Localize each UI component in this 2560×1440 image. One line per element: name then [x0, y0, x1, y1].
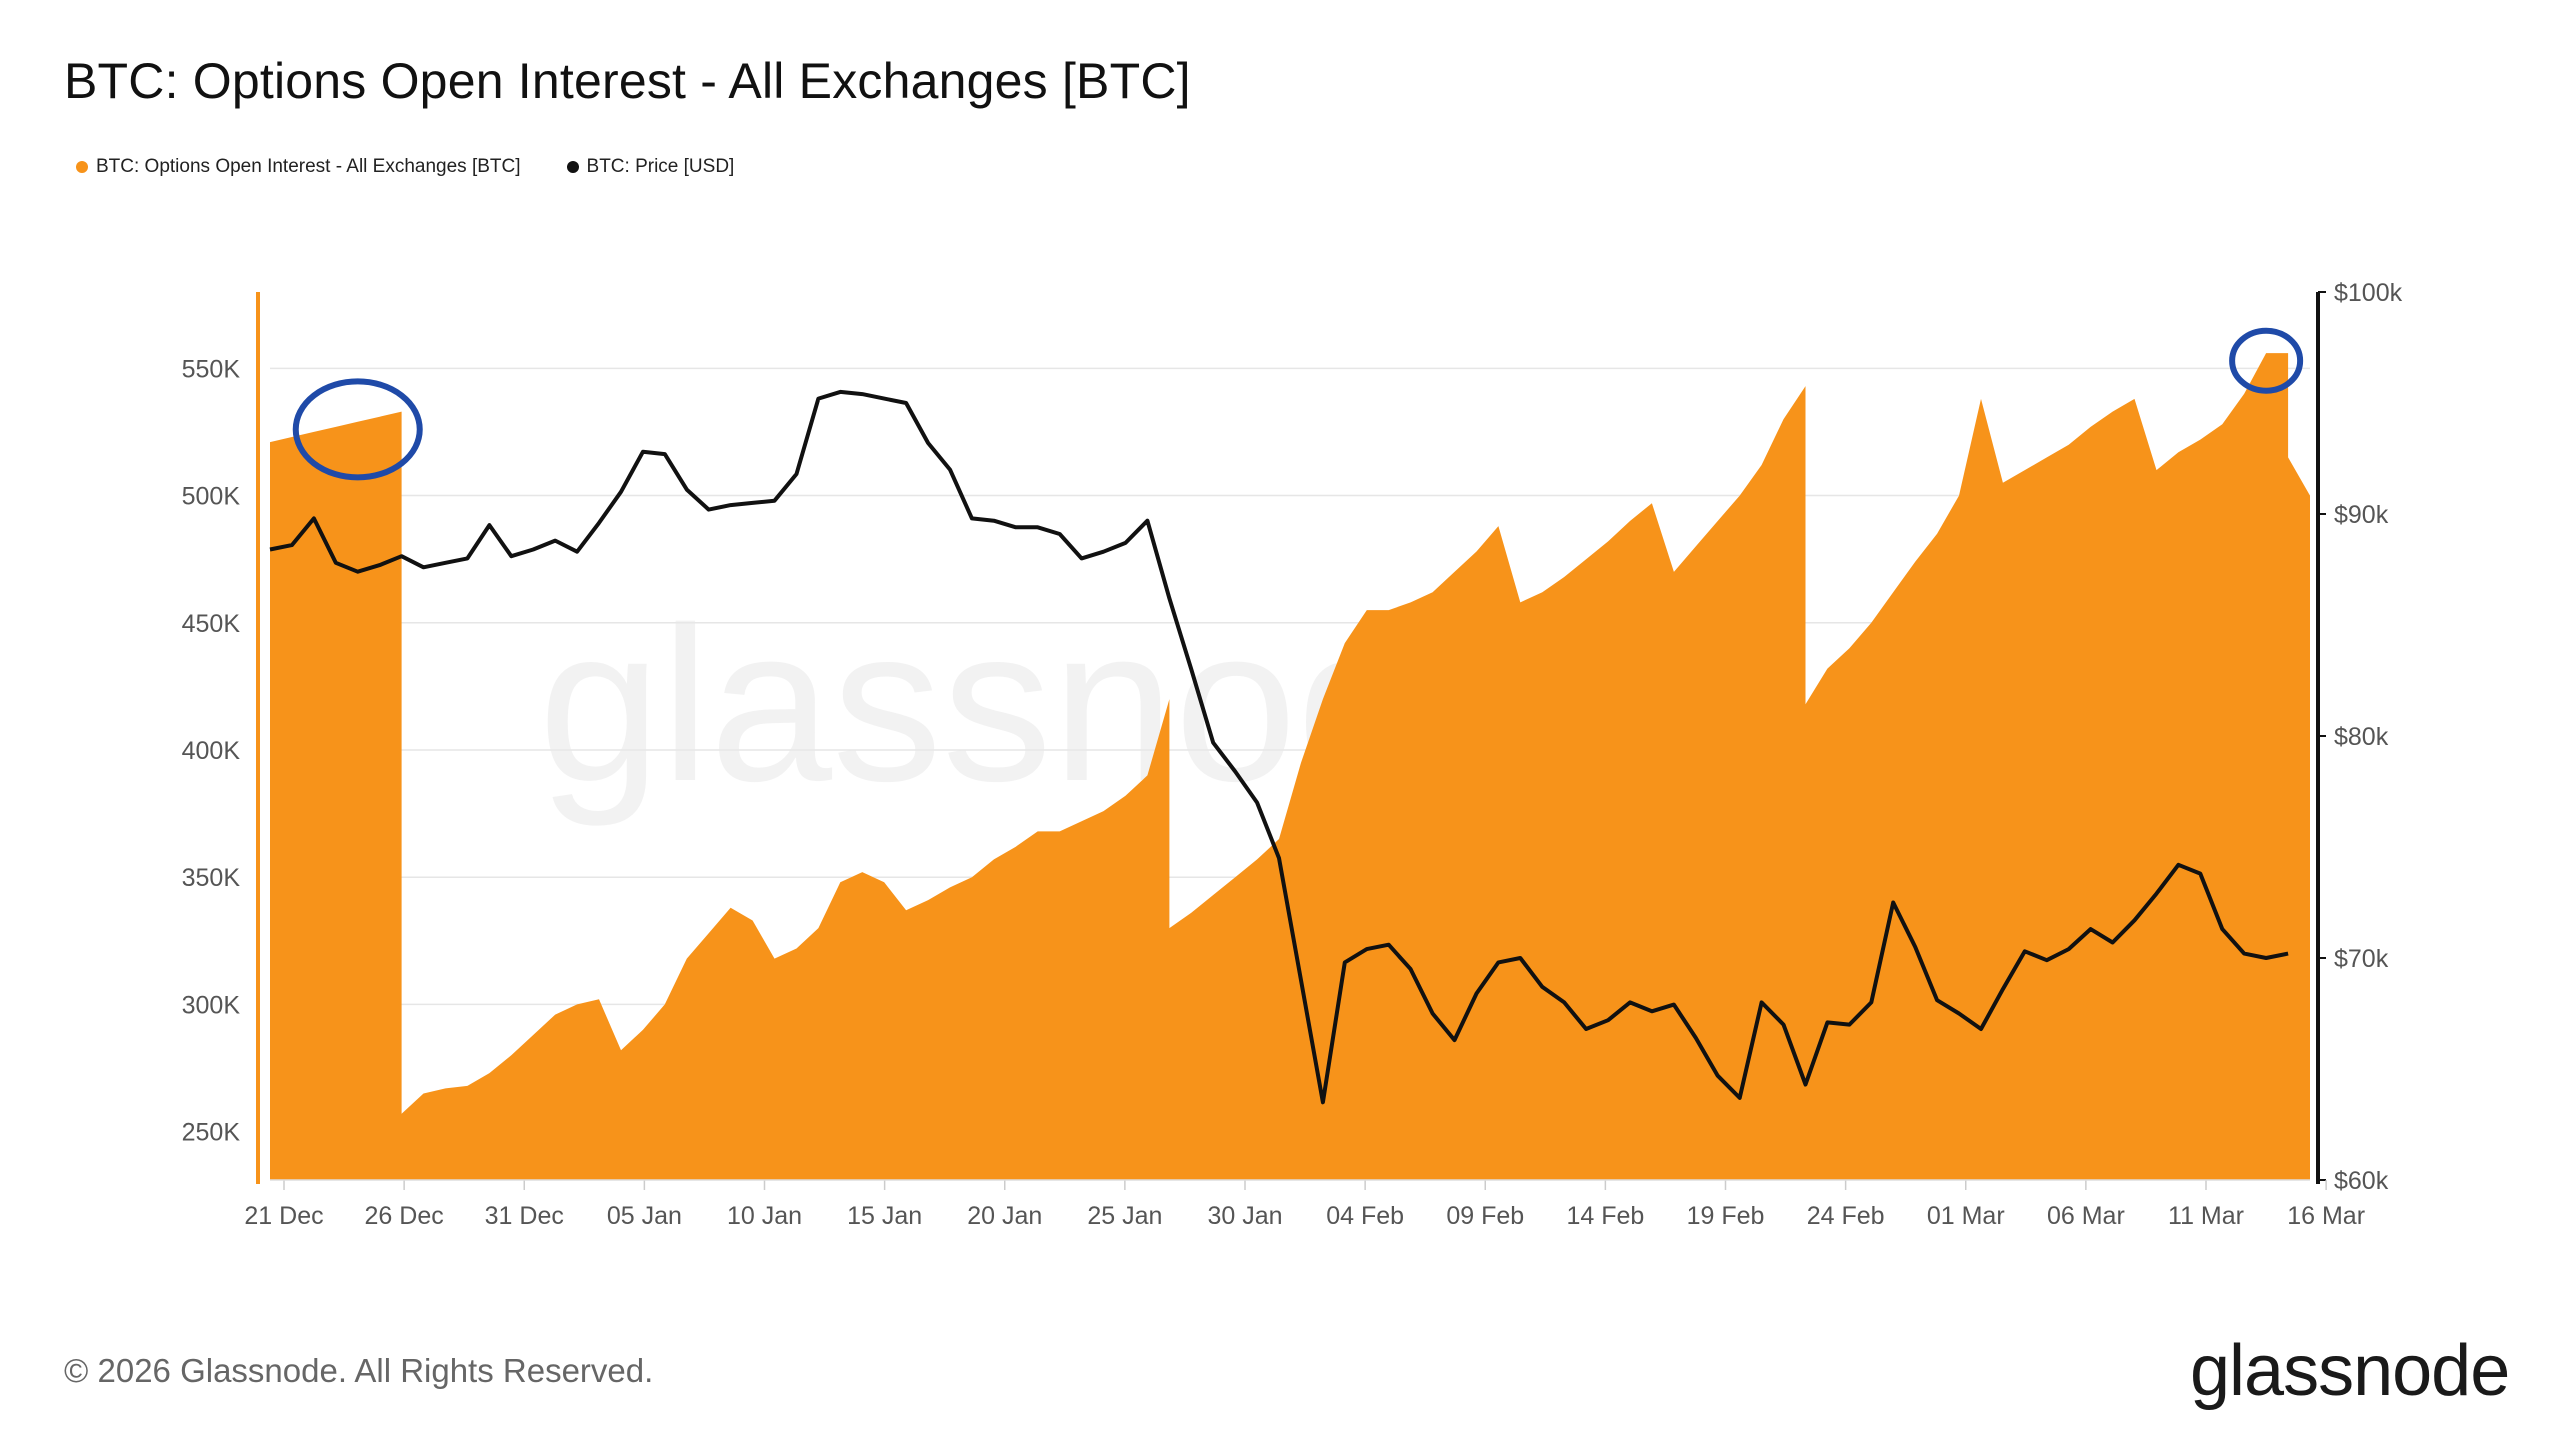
x-tick-label: 14 Feb	[1566, 1202, 1644, 1230]
x-tick-label: 05 Jan	[607, 1202, 682, 1230]
x-tick-label: 26 Dec	[365, 1202, 444, 1230]
chart-legend: BTC: Options Open Interest - All Exchang…	[76, 156, 734, 178]
y-left-tick-label: 250K	[182, 1119, 241, 1147]
x-tick-label: 10 Jan	[727, 1202, 802, 1230]
legend-item-price[interactable]: BTC: Price [USD]	[566, 156, 735, 178]
x-tick-label: 04 Feb	[1326, 1202, 1404, 1230]
x-tick-label: 16 Mar	[2287, 1202, 2365, 1230]
y-right-tick-label: $60k	[2334, 1167, 2389, 1195]
legend-dot-price	[566, 161, 579, 173]
x-tick-label: 19 Feb	[1687, 1202, 1765, 1230]
x-tick-label: 15 Jan	[847, 1202, 922, 1230]
legend-label-open-interest: BTC: Options Open Interest - All Exchang…	[96, 156, 521, 177]
x-tick-label: 01 Mar	[1927, 1202, 2005, 1230]
chart-title: BTC: Options Open Interest - All Exchang…	[64, 53, 1191, 109]
y-left-tick-label: 450K	[182, 610, 241, 638]
axis-layer: 250K 300K 350K 400K 450K 500K 550K $60k $70k $80k…	[182, 279, 2403, 1230]
x-tick-label: 24 Feb	[1807, 1202, 1885, 1230]
price-line	[269, 389, 2289, 1105]
x-tick-label: 31 Dec	[485, 1202, 564, 1230]
highlight-circle-1	[292, 378, 423, 481]
x-tick-label: 25 Jan	[1087, 1202, 1162, 1230]
annotation-layer	[292, 327, 2304, 481]
legend-item-open-interest[interactable]: BTC: Options Open Interest - All Exchang…	[76, 156, 521, 178]
y-left-tick-label: 550K	[182, 355, 241, 383]
y-left-tick-label: 300K	[182, 991, 241, 1019]
y-left-tick-label: 400K	[182, 737, 241, 765]
y-left-tick-label: 350K	[182, 864, 241, 892]
copyright-footer: © 2026 Glassnode. All Rights Reserved.	[64, 1352, 654, 1389]
x-tick-label: 21 Dec	[244, 1202, 323, 1230]
y-right-tick-label: $80k	[2334, 723, 2389, 751]
y-right-tick-label: $90k	[2334, 501, 2389, 529]
highlight-circle-2	[2229, 327, 2304, 394]
legend-label-price: BTC: Price [USD]	[586, 156, 735, 177]
price-line-layer	[269, 389, 2289, 1105]
legend-dot-open-interest	[76, 161, 88, 173]
x-tick-label: 20 Jan	[967, 1202, 1042, 1230]
x-tick-label: 06 Mar	[2047, 1202, 2125, 1230]
open-interest-area-layer	[270, 353, 2310, 1181]
y-right-tick-label: $100k	[2334, 279, 2403, 307]
glassnode-logo[interactable]: glassnode	[2190, 1331, 2510, 1411]
x-tick-label: 30 Jan	[1207, 1202, 1282, 1230]
x-tick-label: 09 Feb	[1446, 1202, 1524, 1230]
y-right-tick-label: $70k	[2334, 945, 2389, 973]
open-interest-area	[270, 353, 2310, 1181]
x-tick-label: 11 Mar	[2168, 1202, 2244, 1230]
y-left-tick-label: 500K	[182, 483, 241, 511]
